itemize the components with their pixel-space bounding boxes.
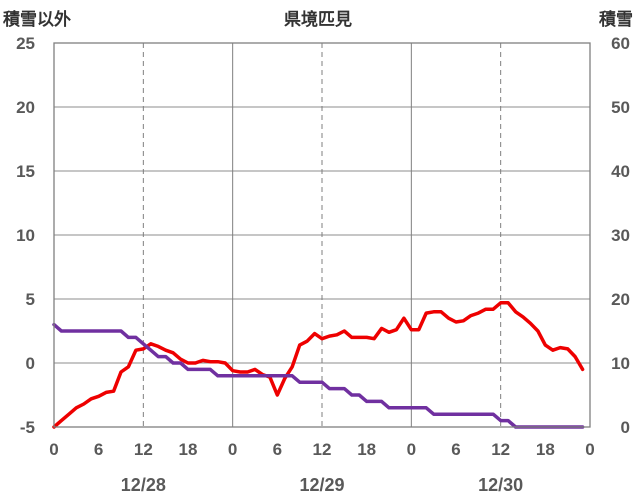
x-tick-label: 6 [94, 440, 103, 459]
y-left-axis-title: 積雪以外 [3, 9, 71, 30]
x-tick-label: 18 [536, 440, 555, 459]
y-right-tick-label: 50 [611, 98, 630, 117]
y-right-axis-title: 積雪 [599, 9, 633, 30]
y-right-tick-label: 30 [611, 226, 630, 245]
y-left-tick-label: 15 [16, 162, 35, 181]
series-line-red [52, 301, 585, 429]
y-left-tick-label: 20 [16, 98, 35, 117]
y-right-tick-label: 60 [611, 34, 630, 53]
x-tick-label: 6 [273, 440, 282, 459]
chart-title: 県境匹見 [284, 9, 352, 30]
y-right-tick-label: 40 [611, 162, 630, 181]
x-tick-label: 0 [228, 440, 237, 459]
x-tick-label: 12 [491, 440, 510, 459]
x-tick-label: 0 [407, 440, 416, 459]
x-tick-label: 18 [357, 440, 376, 459]
series-line-purple [52, 322, 585, 429]
date-label: 12/29 [299, 475, 344, 495]
y-left-tick-label: 5 [26, 290, 35, 309]
y-left-tick-label: 25 [16, 34, 35, 53]
x-tick-label: 18 [179, 440, 198, 459]
y-left-tick-label: -5 [20, 418, 35, 437]
y-right-tick-label: 0 [621, 418, 630, 437]
y-left-tick-label: 0 [26, 354, 35, 373]
date-label: 12/30 [478, 475, 523, 495]
grid-layer [54, 43, 590, 427]
y-right-tick-label: 10 [611, 354, 630, 373]
x-tick-label: 0 [585, 440, 594, 459]
series-layer [52, 301, 585, 429]
x-tick-label: 6 [451, 440, 460, 459]
date-label: 12/28 [121, 475, 166, 495]
y-right-tick-label: 20 [611, 290, 630, 309]
x-tick-label: 12 [313, 440, 332, 459]
plot-area-frame [53, 42, 591, 428]
x-tick-label: 12 [134, 440, 153, 459]
x-tick-label: 0 [49, 440, 58, 459]
y-left-tick-label: 10 [16, 226, 35, 245]
